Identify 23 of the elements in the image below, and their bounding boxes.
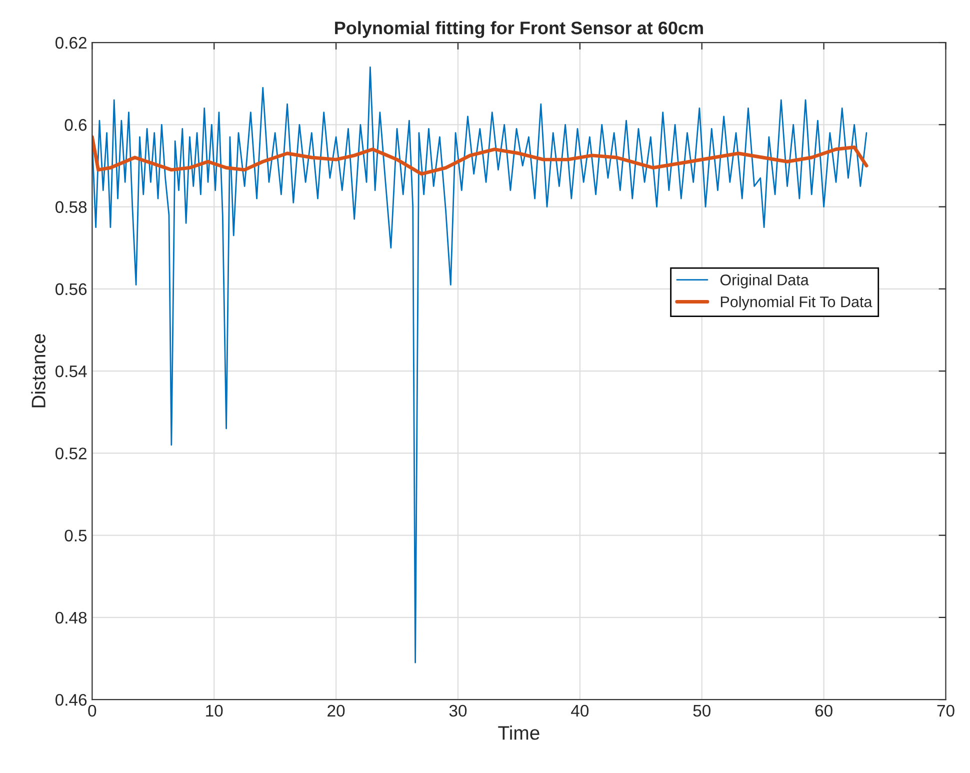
y-tick-label: 0.48 xyxy=(56,612,87,624)
x-tick-label: 0 xyxy=(88,704,96,717)
y-tick-label: 0.52 xyxy=(56,448,86,460)
y-tick-label: 0.5 xyxy=(64,530,87,542)
chart-title: Polynomial fitting for Front Sensor at 60cm xyxy=(335,21,703,38)
y-tick-label: 0.56 xyxy=(56,283,87,296)
y-tick-label: 0.54 xyxy=(56,365,87,378)
line-series xyxy=(92,135,868,176)
y-tick-label: 0.6 xyxy=(64,119,87,131)
x-axis-title: Time xyxy=(498,726,540,740)
legend-label: Original Data xyxy=(720,274,809,288)
y-tick-label: 0.58 xyxy=(56,201,87,213)
x-tick-label: 60 xyxy=(815,704,832,717)
x-tick-label: 20 xyxy=(328,704,345,717)
x-tick-label: 40 xyxy=(571,704,589,717)
y-tick-label: 0.46 xyxy=(56,694,87,706)
legend-label: Polynomial Fit To Data xyxy=(720,296,872,310)
x-tick-label: 30 xyxy=(449,704,467,717)
x-tick-label: 70 xyxy=(937,704,954,717)
x-tick-label: 10 xyxy=(206,704,223,717)
y-axis-title: Distance xyxy=(31,334,46,408)
x-tick-label: 50 xyxy=(693,704,710,717)
y-tick-label: 0.62 xyxy=(56,36,86,49)
